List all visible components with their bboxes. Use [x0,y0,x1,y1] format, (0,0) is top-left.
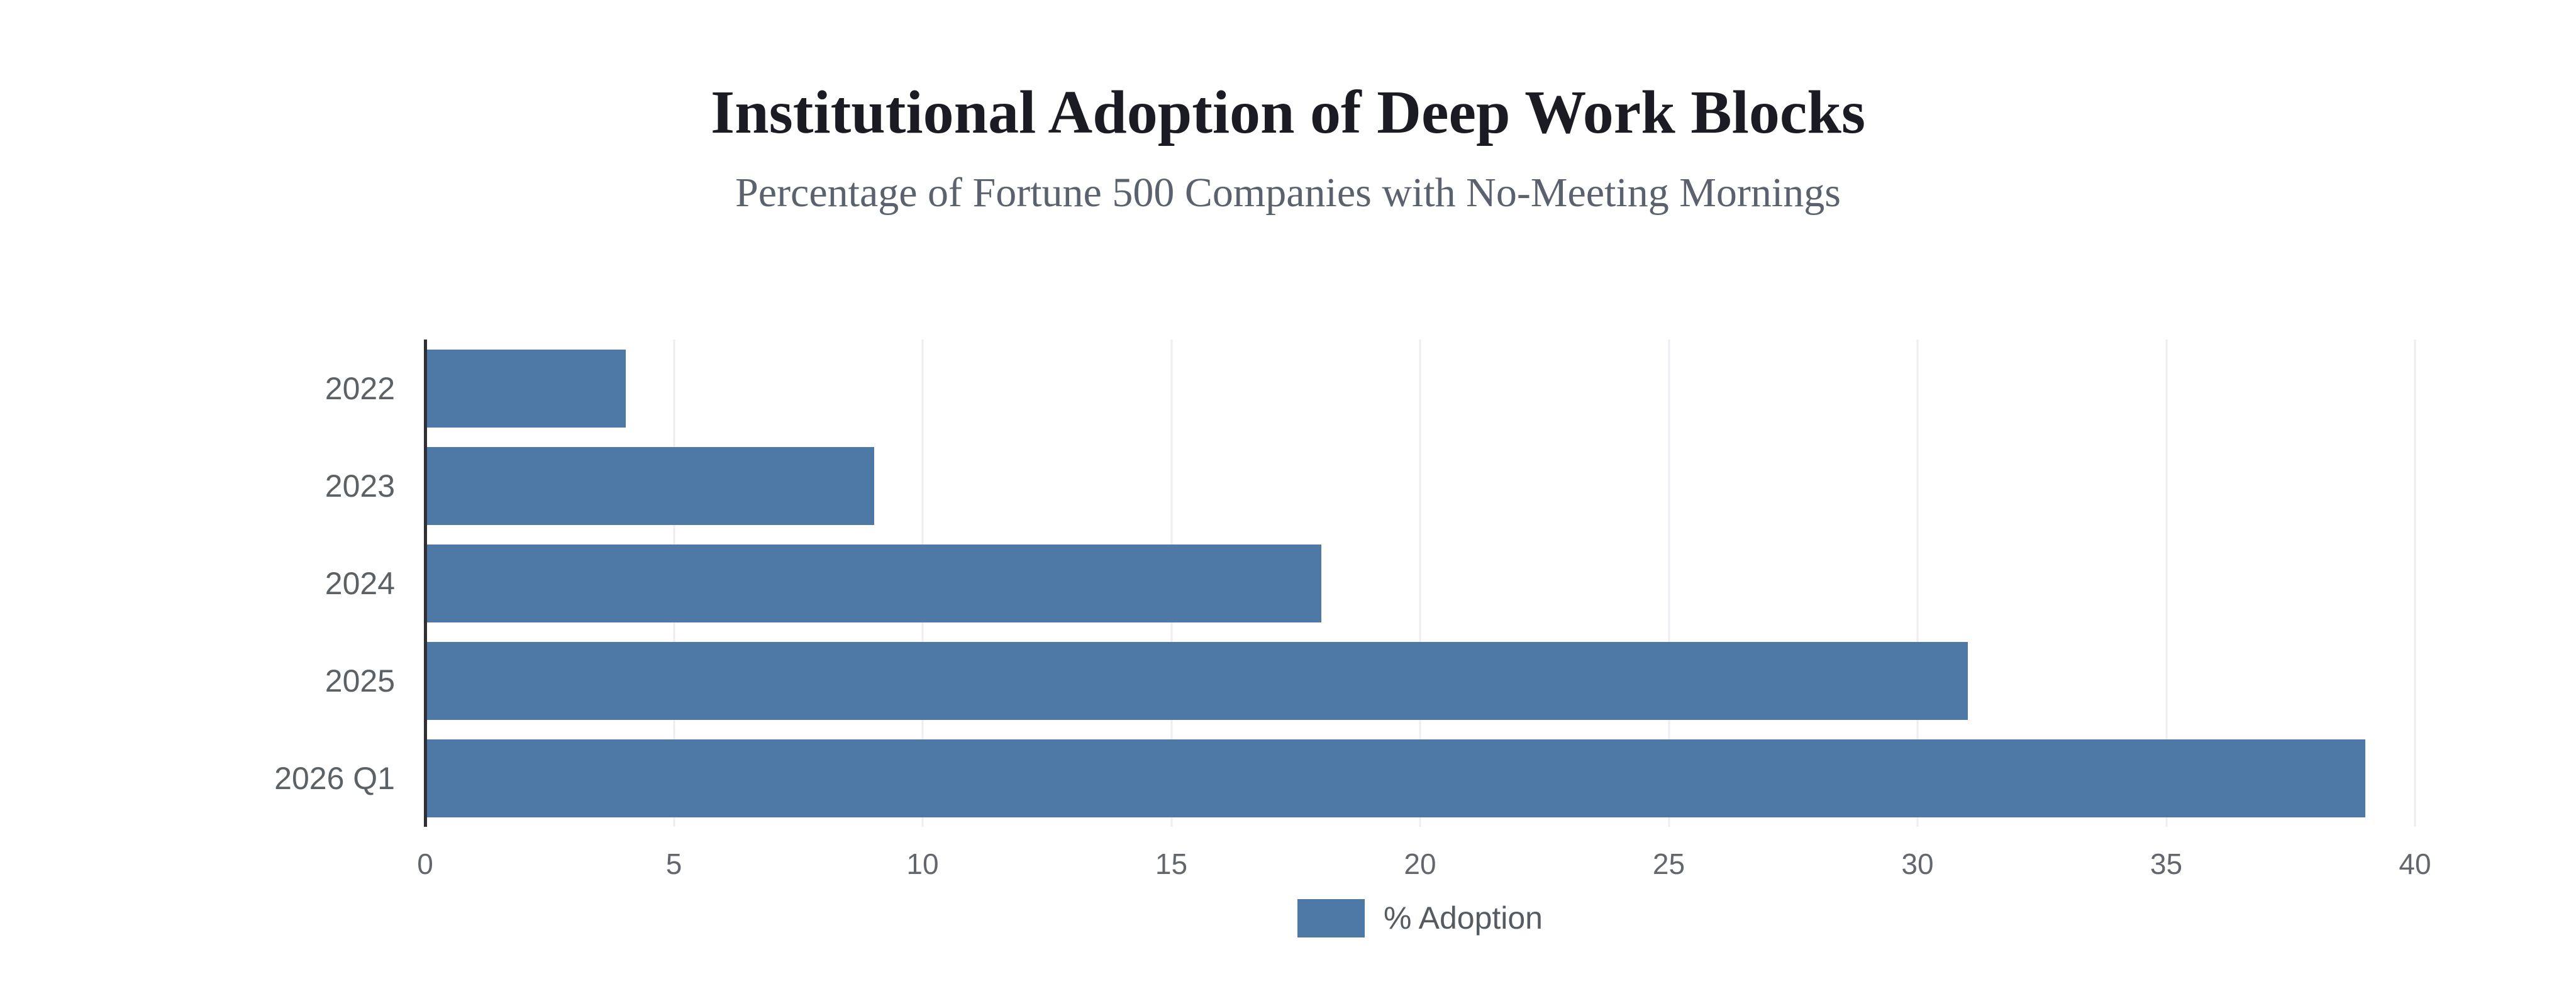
gridline-30 [1916,340,1919,827]
chart-subtitle: Percentage of Fortune 500 Companies with… [735,170,1841,216]
y-axis-line [424,340,427,827]
bar-2024 [427,544,1322,622]
gridline-20 [1419,340,1421,827]
x-tick-label-35: 35 [2150,848,2183,880]
bar-2026-q1 [427,739,2365,817]
bar-row: 2026 Q1 [274,729,2415,827]
gridline-40 [2414,340,2416,827]
legend-swatch [1297,899,1365,937]
gridline-25 [1668,340,1670,827]
x-axis-tick-labels: 0 5 10 15 20 25 30 35 40 [417,847,2431,885]
bar-row: 2022 [325,340,2415,437]
x-tick-label-15: 15 [1155,848,1188,880]
category-label: 2024 [325,565,395,601]
bar-row: 2023 [325,437,2415,534]
bar-row: 2025 [325,632,2415,729]
x-tick-label-0: 0 [417,848,433,880]
x-tick-label-10: 10 [906,848,939,880]
category-label: 2023 [325,468,395,504]
bar-2025 [427,641,1968,720]
category-label: 2026 Q1 [274,760,395,796]
x-tick-label-5: 5 [665,848,682,880]
chart-header: Institutional Adoption of Deep Work Bloc… [0,82,2576,214]
bar-rows: 2022 2023 2024 2025 2026 Q1 [274,340,2415,827]
x-tick-label-40: 40 [2399,848,2431,880]
plot-area: 2022 2023 2024 2025 2026 Q1 0 5 10 15 20 25 30 35 40 [274,340,2431,880]
bar-2023 [427,446,875,525]
category-label: 2022 [325,370,395,406]
x-tick-label-25: 25 [1652,848,1685,880]
bar-row: 2024 [325,534,2415,632]
legend: % Adoption [1297,899,1543,937]
bar-2022 [427,349,626,428]
category-label: 2025 [325,663,395,699]
legend-label: % Adoption [1384,900,1543,936]
x-tick-label-20: 20 [1404,848,1436,880]
chart-title: Institutional Adoption of Deep Work Bloc… [710,79,1866,146]
x-tick-label-30: 30 [1901,848,1934,880]
gridline-35 [2165,340,2167,827]
